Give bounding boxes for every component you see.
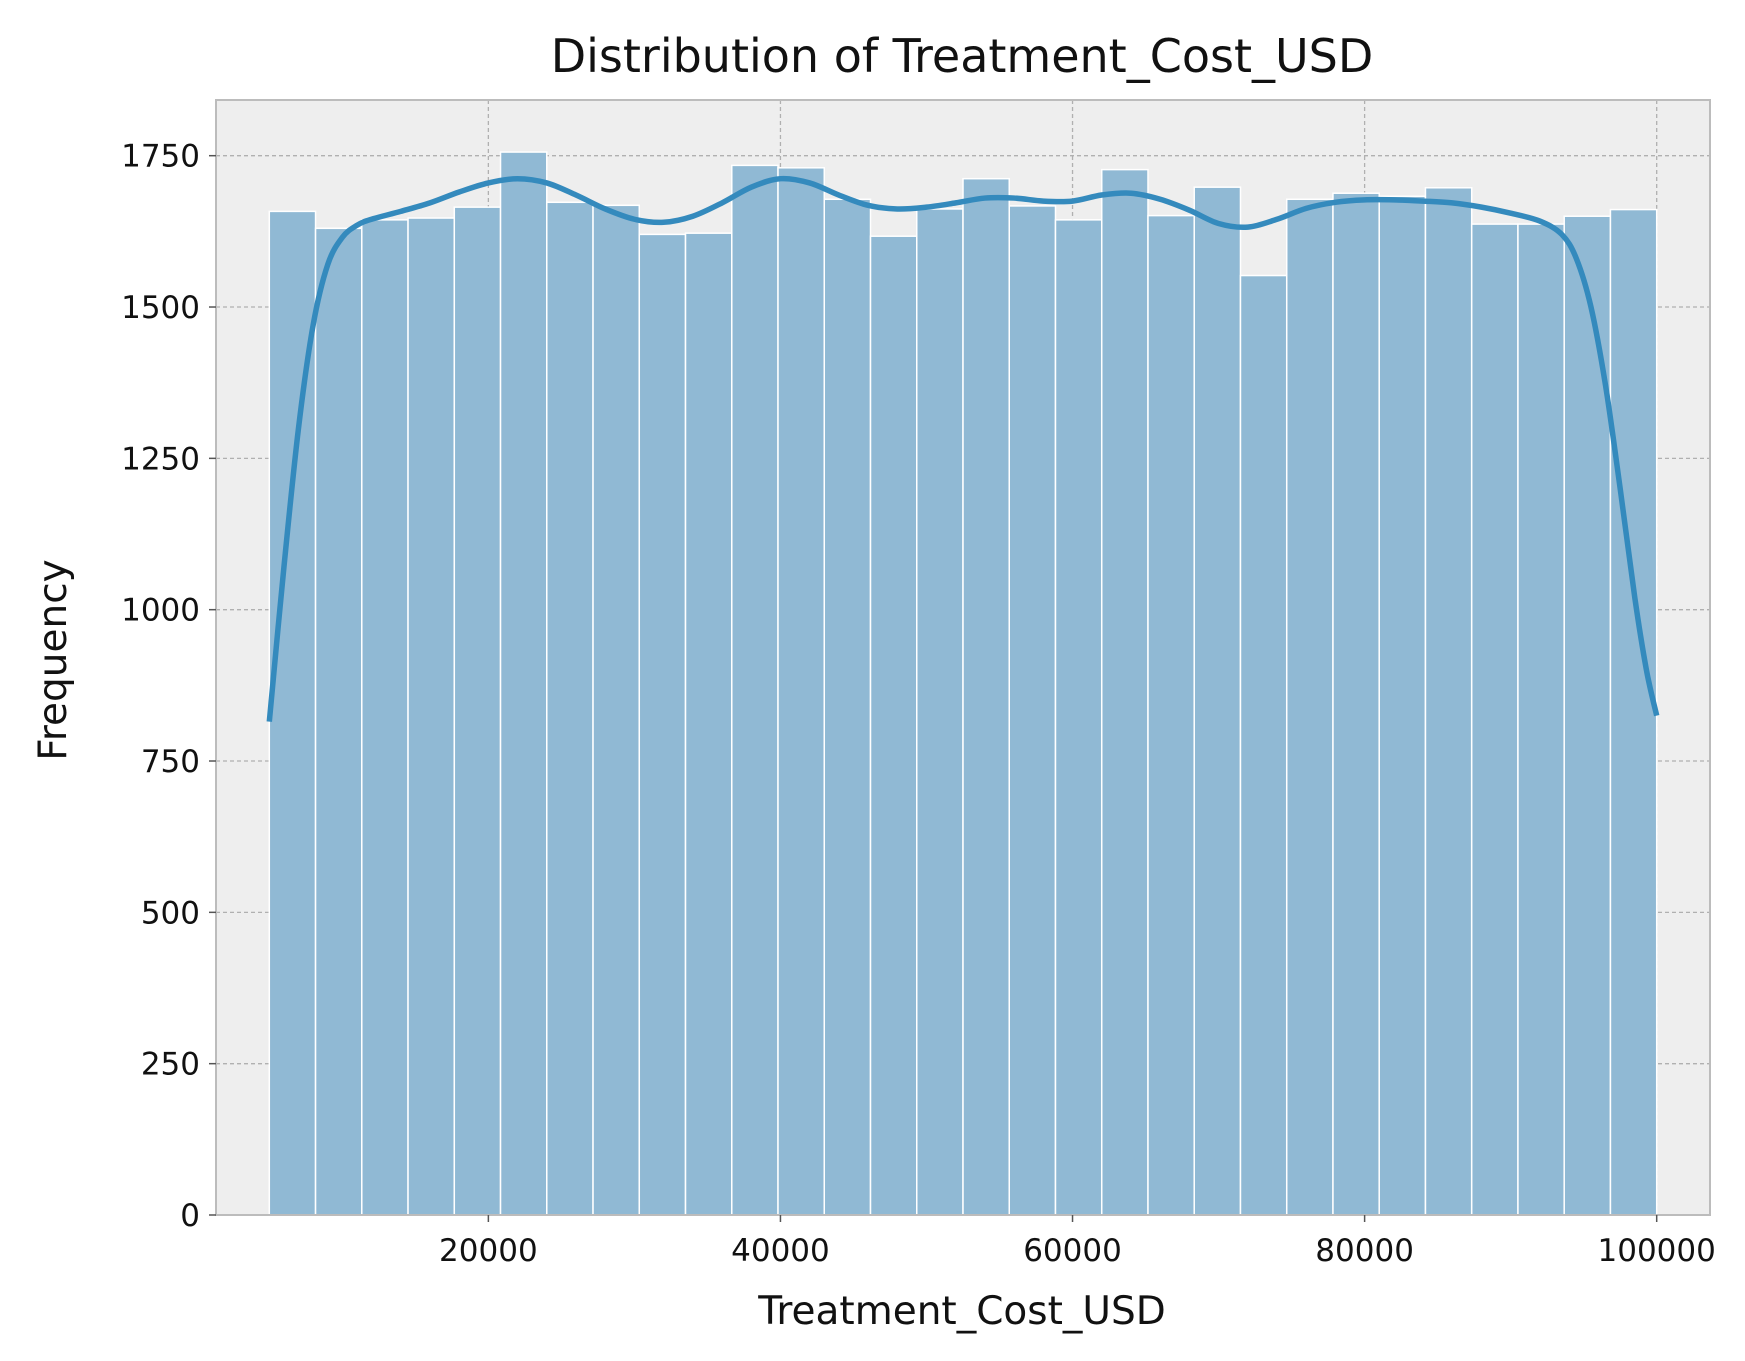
histogram-bar xyxy=(684,232,733,1216)
histogram-bar xyxy=(1239,274,1288,1216)
histogram-bar xyxy=(1008,205,1057,1216)
histogram-bar xyxy=(1147,214,1195,1216)
histogram-bar xyxy=(777,167,826,1216)
y-tick-label: 750 xyxy=(141,744,200,780)
y-axis-label: Frequency xyxy=(31,559,76,760)
kde-curve-layer xyxy=(266,175,1660,722)
plot-border xyxy=(215,99,1711,1216)
kde-line xyxy=(266,175,1660,722)
x-tick-label: 20000 xyxy=(439,1233,538,1269)
histogram-bar xyxy=(592,204,641,1216)
x-tick-label: 100000 xyxy=(1598,1233,1716,1269)
y-tick-label: 1250 xyxy=(121,441,200,477)
histogram-bar xyxy=(962,177,1011,1216)
histogram-bar xyxy=(407,217,456,1216)
histogram-bar xyxy=(823,198,872,1216)
histogram-bar xyxy=(546,201,594,1216)
axis-ticks: 20000 40000 60000 80000 100000 0 250 500 750 1000… xyxy=(121,139,1716,1269)
y-tick-label: 500 xyxy=(141,895,200,931)
y-tick-label: 1000 xyxy=(121,593,200,629)
x-tick-label: 60000 xyxy=(1023,1233,1122,1269)
histogram-bar xyxy=(1517,223,1565,1216)
histogram-bar xyxy=(1470,223,1519,1216)
histogram-bar xyxy=(1285,198,1334,1216)
histogram-bar xyxy=(638,233,687,1216)
histogram-bar xyxy=(1054,219,1103,1216)
histogram-bar xyxy=(1332,192,1380,1216)
histogram-bar xyxy=(1609,208,1658,1216)
histogram-bar xyxy=(1193,186,1242,1216)
histogram-bar xyxy=(915,208,964,1216)
chart-title: Distribution of Treatment_Cost_USD xyxy=(551,29,1374,83)
y-tick-label: 0 xyxy=(180,1198,200,1234)
histogram-bar xyxy=(499,151,548,1216)
y-tick-label: 250 xyxy=(141,1047,200,1083)
histogram-bar xyxy=(1100,168,1149,1216)
histogram-bar xyxy=(268,210,317,1216)
histogram-bars xyxy=(268,151,1658,1216)
histogram-bar xyxy=(731,164,779,1216)
histogram-bar xyxy=(314,227,363,1216)
y-tick-label: 1500 xyxy=(121,290,200,326)
histogram-bar xyxy=(1378,195,1427,1216)
histogram-bar xyxy=(361,219,409,1216)
histogram-bar xyxy=(453,206,502,1216)
x-axis-label: Treatment_Cost_USD xyxy=(757,1289,1165,1334)
y-tick-label: 1750 xyxy=(121,139,200,175)
x-tick-label: 80000 xyxy=(1315,1233,1414,1269)
histogram-bar xyxy=(869,235,918,1216)
x-tick-label: 40000 xyxy=(731,1233,830,1269)
histogram-bar xyxy=(1424,187,1473,1216)
